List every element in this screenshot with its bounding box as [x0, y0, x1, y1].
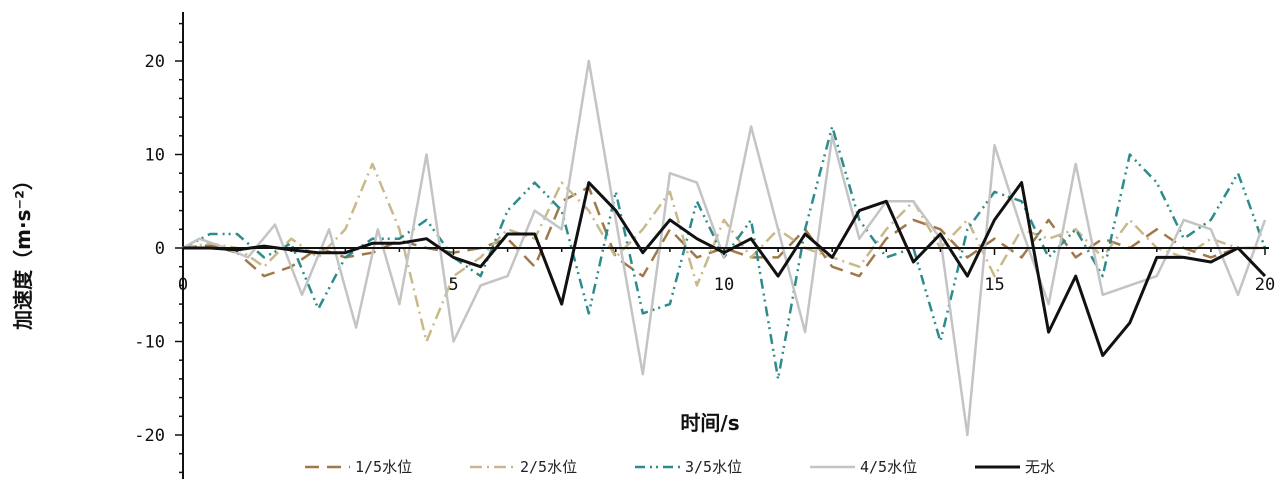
- series-line-2: [182, 162, 1265, 343]
- x-tick-label: 10: [714, 275, 734, 295]
- y-axis-title: 加速度（m·s⁻²）: [11, 170, 35, 331]
- series-line-5: [183, 181, 1267, 357]
- legend: 1/5水位 2/5水位 3/5水位 4/5水位 无水: [305, 458, 1055, 476]
- x-tick-label: 0: [178, 275, 188, 295]
- y-tick-label: -20: [134, 426, 165, 446]
- y-tick-label: 0: [155, 239, 165, 259]
- x-tick-label: 20: [1255, 275, 1275, 295]
- legend-label-3: 3/5水位: [685, 458, 742, 476]
- tick-labels: 0 5 10 15 20 20 10 0 -10 -20: [134, 52, 1275, 446]
- x-tick-label: 15: [984, 275, 1004, 295]
- y-tick-label: -10: [134, 333, 165, 353]
- x-tick-label: 5: [448, 275, 458, 295]
- series-line-1: [182, 185, 1265, 278]
- series-line-4: [182, 59, 1267, 437]
- series-lines: [182, 59, 1267, 437]
- y-tick-label: 10: [145, 146, 165, 166]
- y-tick-label: 20: [145, 52, 165, 72]
- legend-label-1: 1/5水位: [355, 458, 412, 476]
- axes: [175, 12, 184, 479]
- x-axis-title: 时间/s: [680, 411, 739, 435]
- legend-label-5: 无水: [1025, 458, 1055, 476]
- legend-label-4: 4/5水位: [860, 458, 917, 476]
- legend-label-2: 2/5水位: [520, 458, 577, 476]
